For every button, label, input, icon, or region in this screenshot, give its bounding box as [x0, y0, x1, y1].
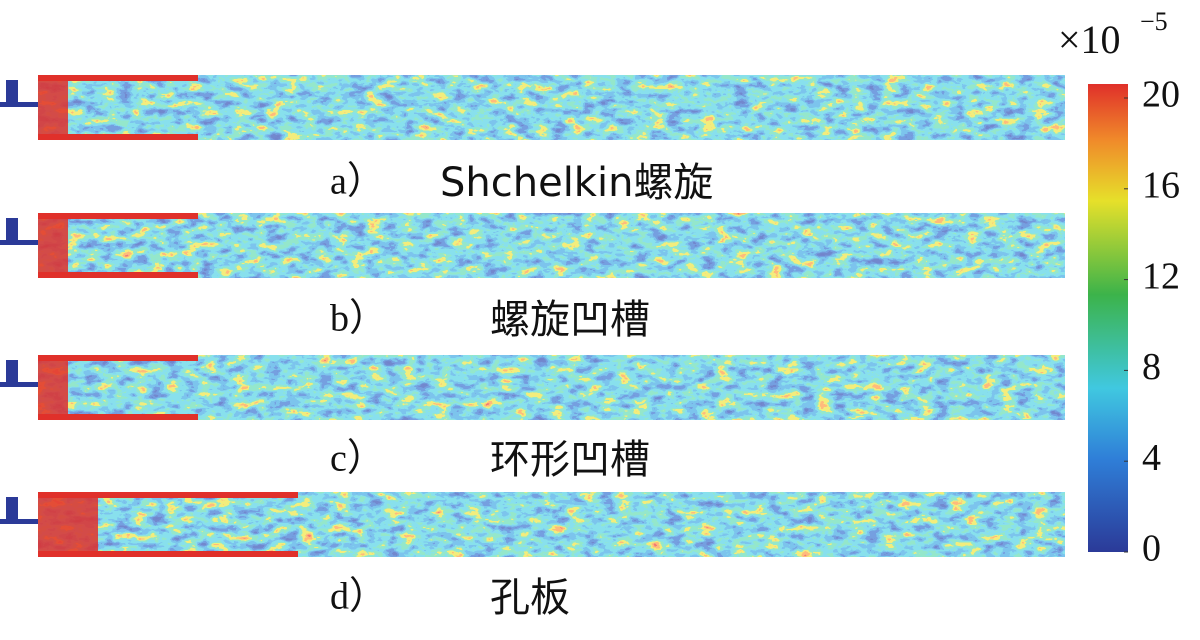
hot-zone: [38, 355, 68, 420]
colorbar-tick-label: 0: [1142, 528, 1161, 570]
panel-label: b）: [330, 298, 387, 340]
inlet-pipe: [0, 382, 38, 387]
inlet-pipe: [0, 240, 38, 245]
colorbar-tick-label: 12: [1142, 255, 1180, 297]
panel: c） 环形凹槽: [0, 355, 1065, 483]
hot-wall: [38, 75, 198, 81]
inlet: [6, 360, 18, 382]
hot-zone: [38, 75, 68, 140]
colorbar-multiplier: ×10: [1058, 17, 1121, 62]
field: [38, 213, 1065, 278]
colorbar-gradient: [1088, 84, 1128, 552]
colorbar-tick-label: 4: [1142, 437, 1161, 479]
colorbar-tick-label: 16: [1142, 165, 1180, 207]
hot-wall: [38, 213, 198, 219]
hot-zone: [38, 213, 68, 278]
panel-caption: 孔板: [490, 575, 570, 621]
hot-wall: [38, 414, 198, 420]
inlet-pipe: [0, 102, 38, 107]
panel-label: c）: [330, 438, 385, 480]
colorbar-tick-label: 8: [1142, 346, 1161, 388]
panel-label: a）: [330, 161, 385, 203]
panel: b） 螺旋凹槽: [0, 213, 1065, 343]
panel: d） 孔板: [0, 492, 1065, 621]
field: [38, 75, 1065, 140]
colorbar-tick-label: 20: [1142, 74, 1180, 116]
hot-wall: [38, 355, 198, 361]
inlet: [6, 497, 18, 519]
hot-zone: [38, 492, 98, 557]
panel-caption: 螺旋凹槽: [490, 297, 650, 343]
panel: a） Shchelkin螺旋: [0, 75, 1065, 206]
hot-wall: [38, 551, 298, 557]
hot-wall: [38, 492, 298, 498]
panel-label: d）: [330, 576, 387, 618]
inlet-pipe: [0, 519, 38, 524]
panel-caption: Shchelkin螺旋: [440, 160, 713, 206]
colorbar: ×10 −5 0 4 8 12 16 20: [1058, 7, 1180, 570]
field: [38, 492, 1065, 557]
hot-wall: [38, 134, 198, 140]
inlet: [6, 80, 18, 102]
inlet: [6, 218, 18, 240]
panel-caption: 环形凹槽: [490, 437, 650, 483]
colorbar-exponent: −5: [1140, 7, 1168, 36]
hot-wall: [38, 272, 198, 278]
field: [38, 355, 1065, 420]
panels: a） Shchelkin螺旋 b） 螺旋凹槽 c） 环形凹槽 d） 孔板: [0, 75, 1065, 621]
